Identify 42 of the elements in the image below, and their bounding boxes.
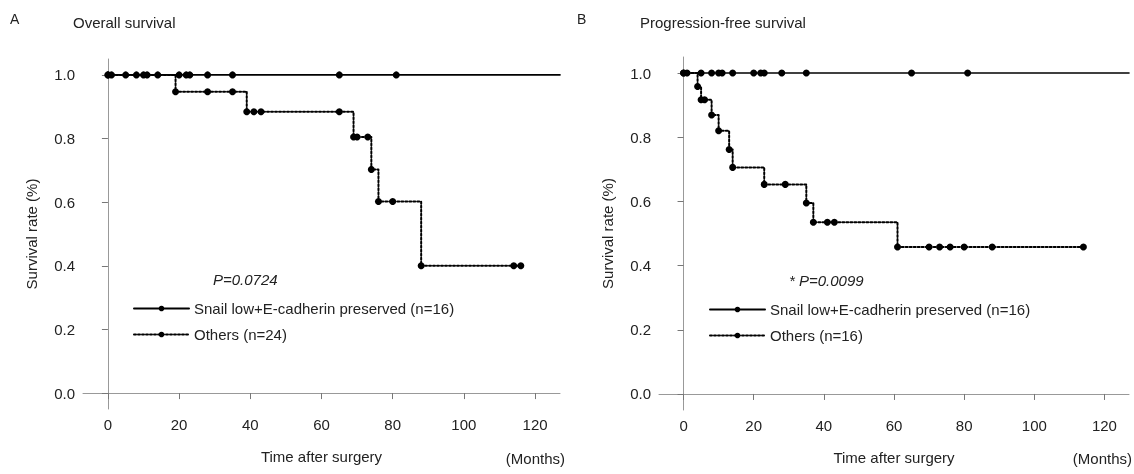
x-tick-label: 100 [1021,417,1047,434]
y-tick-label: 1.0 [630,64,651,82]
x-tick-label: 120 [522,416,548,433]
y-tick-label: 0.6 [54,193,75,211]
legend-label: Snail low+E-cadherin preserved (n=16) [770,301,1031,318]
x-tick-label: 60 [313,416,330,433]
x-tick-label: 60 [885,417,903,434]
chart-title: Overall survival [73,14,176,31]
y-tick-label: 0.6 [630,192,651,210]
x-tick-label: 80 [955,417,973,434]
x-tick-label: 0 [679,417,688,434]
y-axis-title: Survival rate (%) [23,178,40,290]
legend-label: Others (n=16) [770,327,863,344]
x-tick-label: 20 [170,416,188,433]
y-tick-label: 0.2 [630,321,651,339]
x-tick-label: 40 [815,417,833,434]
chart-title: Progression-free survival [640,14,806,31]
legend-label: Others (n=24) [194,326,287,343]
y-tick-label: 1.0 [54,66,75,84]
x-tick-label: 40 [241,416,259,433]
x-axis-title: Time after surgery [833,449,956,466]
x-axis-title: Time after surgery [260,448,383,465]
text: (Months) [505,450,566,467]
legend-label: Snail low+E-cadherin preserved (n=16) [194,300,455,317]
x-tick-label: 80 [384,416,402,433]
text: A [10,11,20,27]
y-axis-title: Survival rate (%) [599,178,616,289]
y-tick-label: 0.8 [630,128,651,146]
y-tick-label: 0.2 [54,320,75,338]
x-tick-label: 20 [745,417,763,434]
x-tick-label: 0 [103,416,113,433]
y-tick-label: 0.8 [54,130,75,148]
y-tick-label: 0.0 [630,385,651,403]
text: B [577,11,587,27]
y-tick-label: 0.0 [54,384,75,402]
annotation: * P=0.0099 [789,272,865,289]
text: (Months) [1072,450,1133,467]
x-tick-label: 120 [1091,417,1117,434]
y-tick-label: 0.4 [630,257,651,275]
x-tick-label: 100 [451,416,477,433]
annotation: P=0.0724 [213,271,278,288]
y-tick-label: 0.4 [54,257,75,275]
